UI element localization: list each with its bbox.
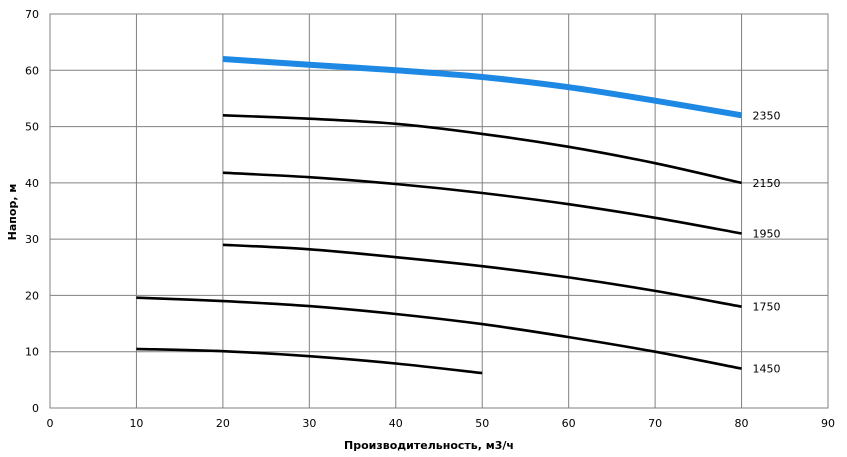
y-tick-labels: 0 10 20 30 40 50 60 70 <box>25 8 39 415</box>
series-label-1450: 1450 <box>753 363 781 376</box>
y-tick-label: 60 <box>25 64 39 77</box>
y-tick-label: 70 <box>25 8 39 21</box>
x-tick-label: 0 <box>47 417 54 430</box>
x-tick-label: 90 <box>821 417 835 430</box>
y-tick-label: 20 <box>25 289 39 302</box>
series-labels: 2350 2150 1950 1750 1450 <box>753 109 781 375</box>
y-tick-label: 30 <box>25 233 39 246</box>
x-tick-label: 40 <box>389 417 403 430</box>
x-tick-label: 60 <box>562 417 576 430</box>
x-tick-label: 20 <box>216 417 230 430</box>
series-label-1750: 1750 <box>753 301 781 314</box>
plot-frame <box>49 13 829 409</box>
y-tick-label: 50 <box>25 121 39 134</box>
y-axis-title: Напор, м <box>6 184 19 241</box>
x-axis-title: Производительность, м3/ч <box>344 439 514 452</box>
y-tick-label: 10 <box>25 346 39 359</box>
x-tick-label: 70 <box>648 417 662 430</box>
series-line-2150 <box>222 114 742 185</box>
series-label-1950: 1950 <box>753 228 781 241</box>
y-tick-label: 40 <box>25 177 39 190</box>
x-tick-labels: 0 10 20 30 40 50 60 70 80 90 <box>47 417 836 430</box>
series-line-1450 <box>136 296 742 370</box>
series-line-2350 <box>222 56 743 119</box>
x-tick-label: 30 <box>302 417 316 430</box>
x-tick-label: 50 <box>475 417 489 430</box>
x-tick-label: 10 <box>129 417 143 430</box>
x-tick-label: 80 <box>735 417 749 430</box>
series-line-1750 <box>222 243 742 308</box>
series-label-2150: 2150 <box>753 177 781 190</box>
series-lines <box>136 56 743 375</box>
series-label-2350: 2350 <box>753 109 781 122</box>
series-line-1950 <box>222 171 742 235</box>
series-line-unlabeled-5 <box>136 347 483 375</box>
y-tick-label: 0 <box>32 402 39 415</box>
